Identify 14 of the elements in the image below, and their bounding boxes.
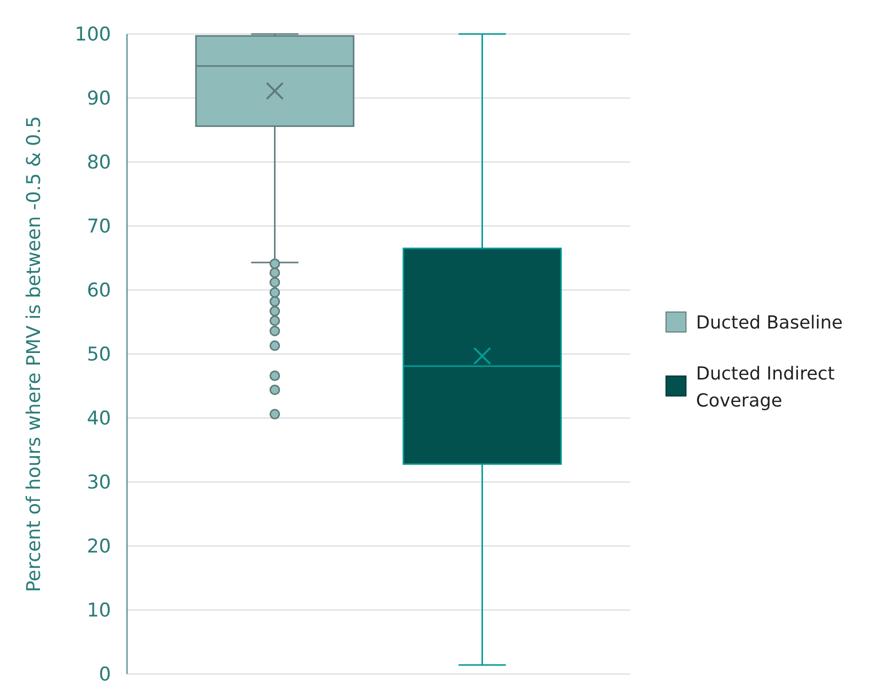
y-axis-title: Percent of hours where PMV is between -0.5 & 0.5 (23, 116, 45, 592)
legend-label: Ducted Baseline (696, 312, 843, 334)
legend-label: Ducted Indirect Coverage (696, 363, 835, 412)
y-tick-label: 0 (98, 664, 111, 686)
y-tick-label: 90 (86, 88, 111, 110)
y-tick-label: 40 (86, 408, 111, 430)
y-tick-label: 100 (74, 24, 111, 46)
y-tick-label: 70 (86, 216, 111, 238)
y-tick-label: 20 (86, 536, 111, 558)
y-tick-label: 80 (86, 152, 111, 174)
y-tick-label: 10 (86, 600, 111, 622)
y-tick-label: 50 (86, 344, 111, 366)
y-tick-label: 60 (86, 280, 111, 302)
y-tick-label: 30 (86, 472, 111, 494)
